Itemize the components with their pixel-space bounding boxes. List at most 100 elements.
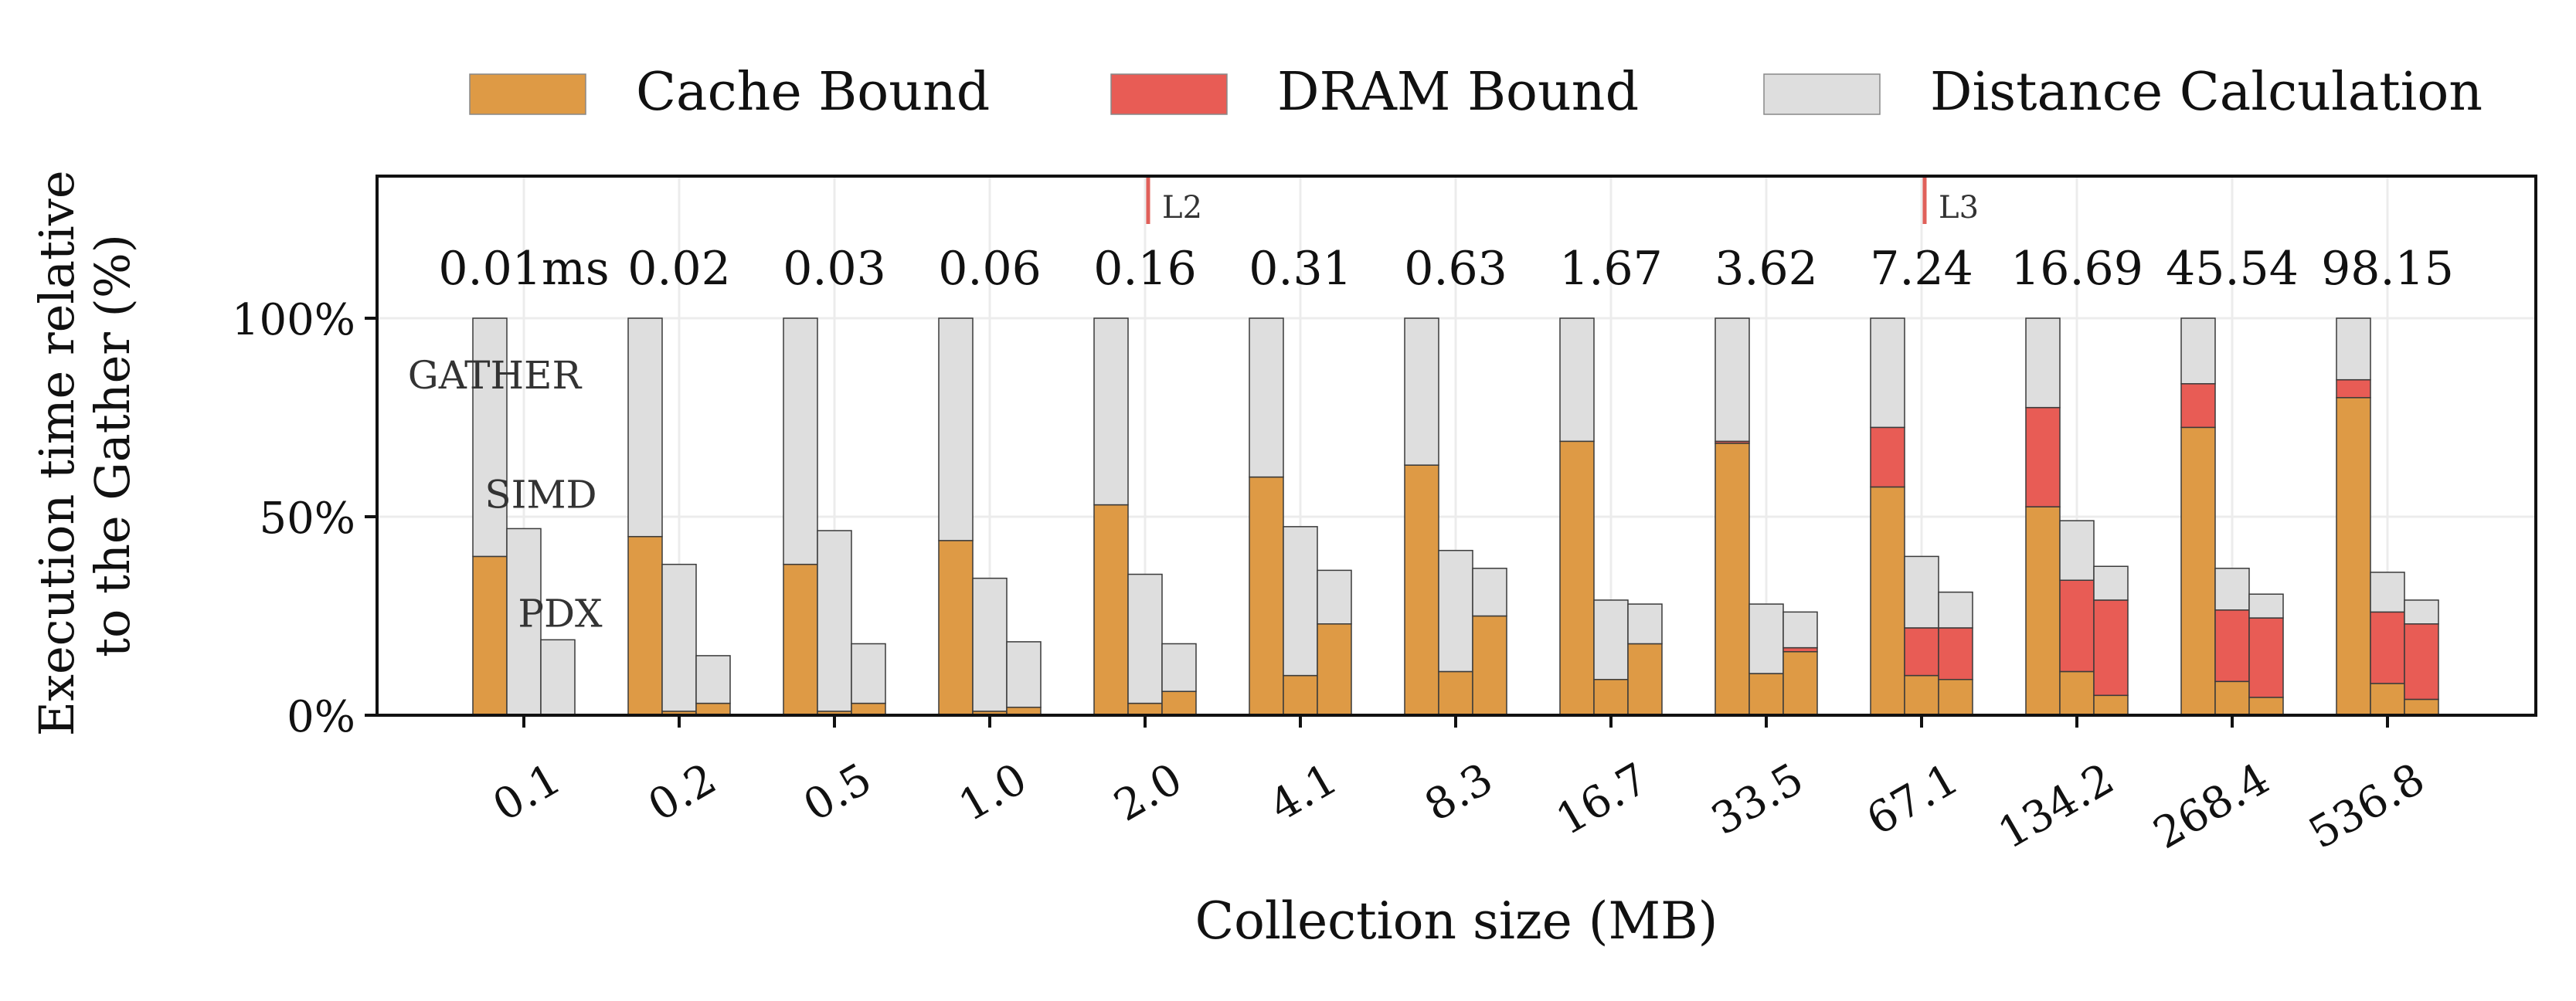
gather-time-label: 45.54 <box>2166 242 2299 296</box>
gather-time-label: 98.15 <box>2321 242 2454 296</box>
cache-bound-bar <box>1161 691 1197 716</box>
distance-calculation-bar <box>1093 317 1129 506</box>
distance-calculation-bar <box>1006 641 1042 708</box>
legend-swatch <box>469 73 586 115</box>
method-label: GATHER <box>408 353 583 398</box>
dram-bound-bar <box>2336 378 2371 399</box>
cache-bound-bar <box>1904 674 1939 716</box>
x-tick-label: 67.1 <box>1859 754 1967 846</box>
cache-bound-bar <box>783 563 818 716</box>
legend-swatch <box>1110 73 1228 115</box>
y-axis-title-line-1: Execution time relative <box>29 170 85 736</box>
distance-calculation-bar <box>1627 603 1663 645</box>
cache-bound-bar <box>1870 486 1905 716</box>
distance-calculation-bar <box>938 317 974 541</box>
y-tick-label: 50% <box>260 494 355 544</box>
bars-layer <box>472 317 2439 716</box>
cache-bound-bar <box>1404 464 1439 716</box>
cache-marker-label: L3 <box>1939 190 1979 226</box>
dram-bound-bar <box>2404 623 2439 701</box>
distance-calculation-bar <box>1559 317 1595 443</box>
gather-time-label: 0.63 <box>1404 242 1507 296</box>
x-tick-label: 2.0 <box>1106 754 1191 832</box>
x-tick-label: 1.0 <box>950 754 1035 832</box>
distance-calculation-bar <box>1127 573 1163 704</box>
dram-bound-bar <box>2370 611 2405 684</box>
distance-calculation-bar <box>1715 317 1750 443</box>
x-tick-label: 0.1 <box>484 754 569 832</box>
y-axis-title-line-2: to the Gather (%) <box>84 234 141 657</box>
distance-calculation-bar <box>783 317 818 565</box>
distance-calculation-bar <box>661 563 697 712</box>
x-tick-label: 268.4 <box>2146 754 2278 859</box>
distance-calculation-bar <box>1748 603 1784 674</box>
gather-time-label: 0.01ms <box>438 242 609 296</box>
gather-time-label: 3.62 <box>1715 242 1818 296</box>
cache-bound-bar <box>1715 443 1750 716</box>
x-tick-label: 0.5 <box>795 754 880 832</box>
cache-bound-bar <box>1559 440 1595 716</box>
distance-calculation-bar <box>1472 568 1507 617</box>
distance-calculation-bar <box>2248 593 2284 619</box>
x-tick-label: 134.2 <box>1990 754 2122 859</box>
dram-bound-bar <box>2214 609 2250 683</box>
distance-calculation-bar <box>2093 565 2129 601</box>
cache-bound-bar <box>472 555 508 716</box>
cache-markers: L2 L3 <box>1146 176 1979 226</box>
distance-calculation-bar <box>1161 643 1197 692</box>
distance-calculation-bar <box>2059 520 2095 581</box>
cache-bound-bar <box>2214 680 2250 716</box>
dram-bound-bar <box>2059 579 2095 673</box>
cache-bound-bar <box>2180 426 2216 716</box>
cache-bound-bar <box>2370 683 2405 716</box>
gather-time-label: 16.69 <box>2010 242 2143 296</box>
distance-calculation-bar <box>1870 317 1905 429</box>
distance-calculation-bar <box>817 530 852 712</box>
x-axis-title: Collection size (MB) <box>1195 891 1718 951</box>
gather-time-label: 0.16 <box>1093 242 1197 296</box>
dram-bound-bar <box>1938 627 1973 680</box>
distance-calculation-bar <box>472 317 508 558</box>
distance-calculation-bar <box>1938 591 1973 629</box>
legend-label: Cache Bound <box>636 62 990 123</box>
cache-bound-bar <box>1472 615 1507 716</box>
cache-bound-bar <box>2093 694 2129 716</box>
distance-calculation-bar <box>2025 317 2061 409</box>
gather-time-label: 0.03 <box>783 242 886 296</box>
cache-bound-bar <box>695 702 731 716</box>
dram-bound-bar <box>1782 646 1818 653</box>
gather-time-label: 0.31 <box>1249 242 1352 296</box>
cache-bound-bar <box>2059 670 2095 716</box>
method-labels: GATHER SIMD PDX <box>408 353 603 636</box>
dram-bound-bar <box>2180 383 2216 429</box>
distance-calculation-bar <box>1782 611 1818 649</box>
gather-time-label: 7.24 <box>1870 242 1973 296</box>
cache-bound-bar <box>1438 670 1473 716</box>
legend-label: DRAM Bound <box>1277 62 1639 123</box>
gather-time-labels: 0.01ms 0.02 0.03 0.06 0.16 0.31 0.63 1.67 3.62 7.… <box>438 242 2454 296</box>
dram-bound-bar <box>1904 627 1939 677</box>
dram-bound-bar <box>2248 617 2284 698</box>
distance-calculation-bar <box>2336 317 2371 381</box>
distance-calculation-bar <box>627 317 663 538</box>
cache-bound-bar <box>1593 678 1629 716</box>
distance-calculation-bar <box>1904 555 1939 629</box>
cache-bound-bar <box>1317 623 1352 716</box>
distance-calculation-bar <box>972 577 1008 712</box>
gather-time-label: 0.06 <box>938 242 1042 296</box>
gather-time-label: 1.67 <box>1559 242 1663 296</box>
x-tick-label: 8.3 <box>1416 754 1501 832</box>
x-tick-label: 4.1 <box>1261 754 1346 832</box>
cache-bound-bar <box>2336 397 2371 716</box>
cache-bound-bar <box>1938 678 1973 716</box>
gather-time-label: 0.02 <box>627 242 731 296</box>
y-tick-label: 0% <box>287 692 355 742</box>
cache-bound-bar <box>1249 476 1284 716</box>
distance-calculation-bar <box>2370 572 2405 613</box>
distance-calculation-bar <box>540 639 576 716</box>
legend-label: Distance Calculation <box>1930 62 2483 123</box>
distance-calculation-bar <box>695 655 731 704</box>
x-tick-label: 33.5 <box>1704 754 1812 846</box>
cache-bound-bar <box>938 540 974 716</box>
